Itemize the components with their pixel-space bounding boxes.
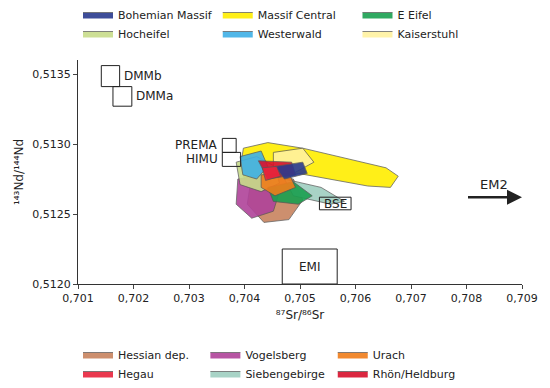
svg-text:0,5125: 0,5125 — [32, 208, 71, 221]
svg-text:0,706: 0,706 — [340, 292, 372, 305]
svg-text:Urach: Urach — [373, 349, 405, 362]
svg-text:Bohemian Massif: Bohemian Massif — [118, 9, 213, 22]
svg-text:Rhön/Heldburg: Rhön/Heldburg — [373, 368, 455, 381]
svg-text:0,702: 0,702 — [118, 292, 150, 305]
svg-text:EMI: EMI — [299, 260, 320, 274]
svg-text:0,5135: 0,5135 — [32, 68, 71, 81]
svg-text:0,701: 0,701 — [62, 292, 94, 305]
svg-text:0,705: 0,705 — [284, 292, 316, 305]
svg-text:0,707: 0,707 — [395, 292, 427, 305]
svg-text:0,5120: 0,5120 — [32, 278, 71, 291]
svg-text:Hocheifel: Hocheifel — [118, 28, 170, 41]
svg-text:⁸⁷Sr/⁸⁶Sr: ⁸⁷Sr/⁸⁶Sr — [276, 308, 324, 322]
svg-text:DMMa: DMMa — [136, 89, 173, 103]
svg-text:Siebengebirge: Siebengebirge — [245, 368, 325, 381]
svg-text:¹⁴³Nd/¹⁴⁴Nd: ¹⁴³Nd/¹⁴⁴Nd — [12, 139, 26, 205]
svg-text:0,708: 0,708 — [451, 292, 483, 305]
svg-text:HIMU: HIMU — [186, 152, 218, 166]
svg-text:PREMA: PREMA — [175, 138, 218, 152]
svg-text:Massif Central: Massif Central — [258, 9, 336, 22]
svg-text:0,709: 0,709 — [506, 292, 538, 305]
svg-text:Kaiserstuhl: Kaiserstuhl — [397, 28, 458, 41]
svg-text:Vogelsberg: Vogelsberg — [245, 349, 306, 362]
svg-text:DMMb: DMMb — [124, 69, 162, 83]
svg-text:EM2: EM2 — [480, 177, 508, 192]
svg-text:BSE: BSE — [324, 197, 347, 211]
svg-text:Westerwald: Westerwald — [258, 28, 322, 41]
svg-text:0,704: 0,704 — [229, 292, 261, 305]
svg-text:E Eifel: E Eifel — [397, 9, 431, 22]
svg-text:Hessian dep.: Hessian dep. — [118, 349, 189, 362]
svg-text:Hegau: Hegau — [118, 368, 154, 381]
svg-text:0,703: 0,703 — [173, 292, 205, 305]
svg-text:0,5130: 0,5130 — [32, 138, 71, 151]
